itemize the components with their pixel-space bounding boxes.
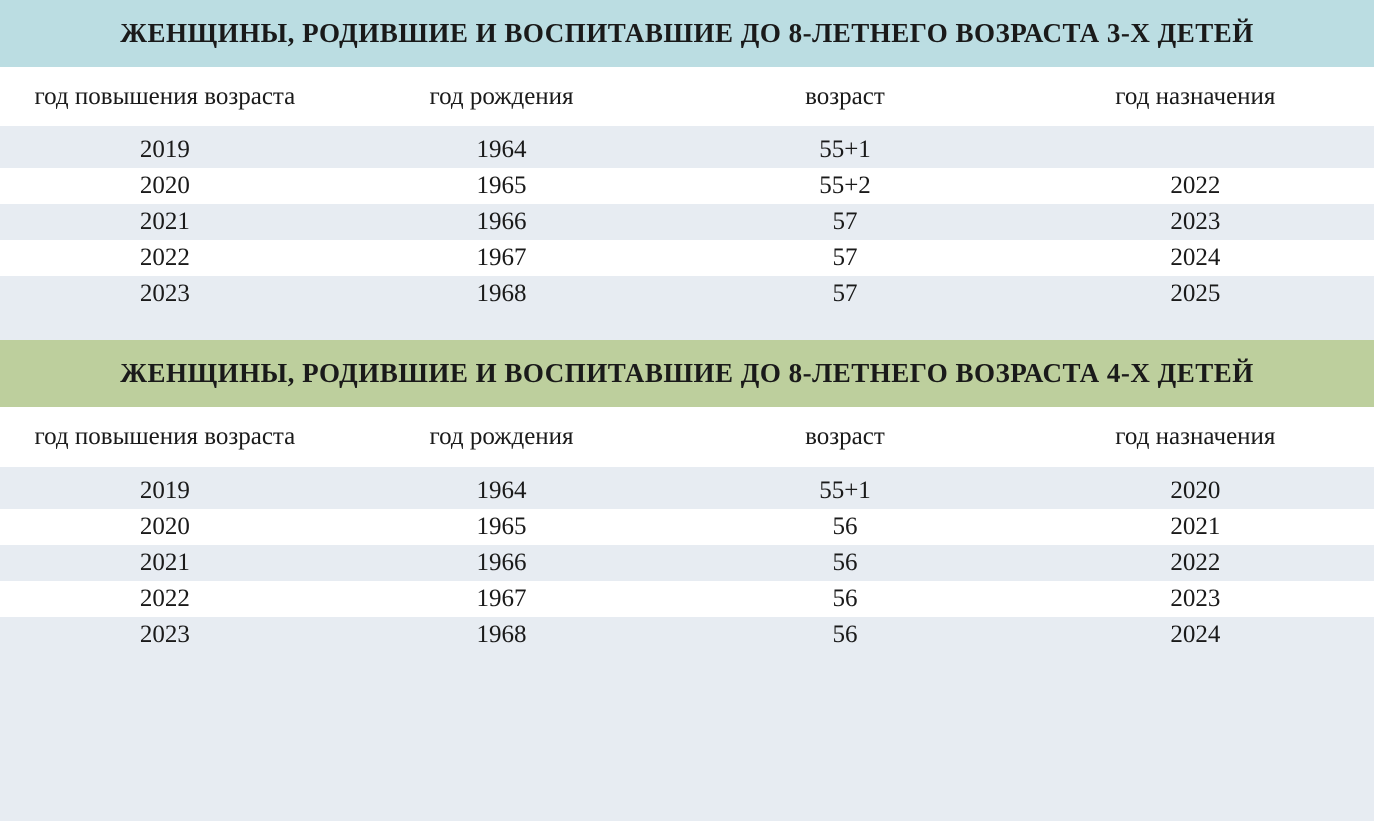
table1-cell: 1964 [330, 126, 674, 168]
table1-title: ЖЕНЩИНЫ, РОДИВШИЕ И ВОСПИТАВШИЕ ДО 8-ЛЕТ… [0, 0, 1374, 67]
table2-cell: 2023 [1017, 581, 1374, 617]
table2-col-header: год назначения [1017, 407, 1374, 466]
table2-row: 2021 1966 56 2022 [0, 545, 1374, 581]
table2-cell: 56 [673, 545, 1017, 581]
table2-cell: 1965 [330, 509, 674, 545]
table2-cell: 2024 [1017, 617, 1374, 653]
table2-cell: 55+1 [673, 467, 1017, 509]
table2-cell: 2021 [0, 545, 330, 581]
table1-col-header: возраст [673, 67, 1017, 126]
table2-cell: 2021 [1017, 509, 1374, 545]
table2-cell: 2019 [0, 467, 330, 509]
table2-cell: 56 [673, 581, 1017, 617]
table1-cell: 1967 [330, 240, 674, 276]
table1-cell: 2024 [1017, 240, 1374, 276]
table2-title: ЖЕНЩИНЫ, РОДИВШИЕ И ВОСПИТАВШИЕ ДО 8-ЛЕТ… [0, 340, 1374, 407]
table2-cell: 56 [673, 509, 1017, 545]
pension-tables: ЖЕНЩИНЫ, РОДИВШИЕ И ВОСПИТАВШИЕ ДО 8-ЛЕТ… [0, 0, 1374, 653]
table1-cell: 57 [673, 276, 1017, 312]
table2-cell: 2020 [0, 509, 330, 545]
table1-col-header: год назначения [1017, 67, 1374, 126]
table1-cell: 2022 [0, 240, 330, 276]
table1-title-row: ЖЕНЩИНЫ, РОДИВШИЕ И ВОСПИТАВШИЕ ДО 8-ЛЕТ… [0, 0, 1374, 67]
table2-row: 2019 1964 55+1 2020 [0, 467, 1374, 509]
table1-row: 2022 1967 57 2024 [0, 240, 1374, 276]
table1-cell: 2025 [1017, 276, 1374, 312]
table1-col-header: год рождения [330, 67, 674, 126]
table2-col-header: год повышения возраста [0, 407, 330, 466]
table1-row: 2020 1965 55+2 2022 [0, 168, 1374, 204]
table1-cell: 1968 [330, 276, 674, 312]
table1-cell: 2022 [1017, 168, 1374, 204]
table1-cell: 1965 [330, 168, 674, 204]
table1-cell: 55+1 [673, 126, 1017, 168]
table1-row: 2019 1964 55+1 [0, 126, 1374, 168]
table2-cell: 56 [673, 617, 1017, 653]
table2-cell: 1966 [330, 545, 674, 581]
table1-header-row: год повышения возраста год рождения возр… [0, 67, 1374, 126]
table1-cell: 2020 [0, 168, 330, 204]
table1-row: 2021 1966 57 2023 [0, 204, 1374, 240]
table2-cell: 2020 [1017, 467, 1374, 509]
table2-title-row: ЖЕНЩИНЫ, РОДИВШИЕ И ВОСПИТАВШИЕ ДО 8-ЛЕТ… [0, 340, 1374, 407]
table2-cell: 2023 [0, 617, 330, 653]
table1-cell: 55+2 [673, 168, 1017, 204]
table2-col-header: год рождения [330, 407, 674, 466]
table2-row: 2020 1965 56 2021 [0, 509, 1374, 545]
table2-cell: 1967 [330, 581, 674, 617]
table1-cell: 2023 [1017, 204, 1374, 240]
table2-cell: 2022 [1017, 545, 1374, 581]
table1-cell: 2023 [0, 276, 330, 312]
table1-col-header: год повышения возраста [0, 67, 330, 126]
table1-cell: 57 [673, 204, 1017, 240]
table1-cell: 2021 [0, 204, 330, 240]
table2-cell: 2022 [0, 581, 330, 617]
table2-cell: 1964 [330, 467, 674, 509]
table1-cell [1017, 126, 1374, 168]
table1-row: 2023 1968 57 2025 [0, 276, 1374, 312]
table1-cell: 2019 [0, 126, 330, 168]
table2-row: 2023 1968 56 2024 [0, 617, 1374, 653]
table-separator [0, 312, 1374, 340]
table2-header-row: год повышения возраста год рождения возр… [0, 407, 1374, 466]
table2-row: 2022 1967 56 2023 [0, 581, 1374, 617]
table1-cell: 1966 [330, 204, 674, 240]
table2-col-header: возраст [673, 407, 1017, 466]
table1-cell: 57 [673, 240, 1017, 276]
table2-cell: 1968 [330, 617, 674, 653]
